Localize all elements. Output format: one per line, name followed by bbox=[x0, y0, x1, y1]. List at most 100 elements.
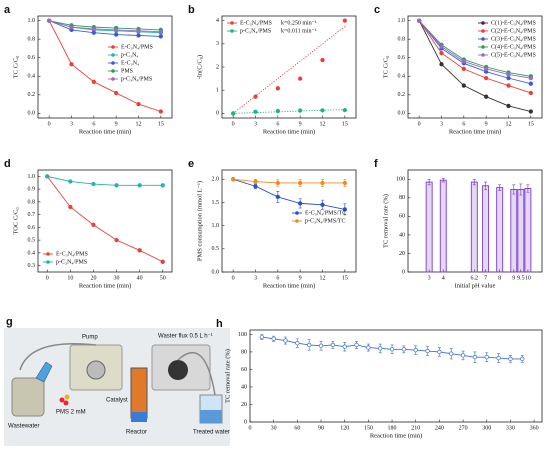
error-bar bbox=[441, 178, 445, 183]
x-tick-label: 15 bbox=[528, 121, 534, 127]
data-point bbox=[136, 101, 141, 107]
error-bar bbox=[498, 184, 502, 191]
y-tick-label: 0.2 bbox=[28, 92, 36, 98]
x-tick-label: 7 bbox=[484, 275, 487, 281]
x-tick-label: 9 bbox=[115, 121, 118, 127]
y-tick-label: 0.0 bbox=[398, 111, 406, 117]
data-point bbox=[378, 346, 383, 351]
x-axis-label: Reaction time (min) bbox=[79, 282, 131, 289]
y-axis-label: TC C/C₀ bbox=[382, 56, 389, 79]
y-tick-label: 0 bbox=[402, 269, 405, 275]
x-tick-label: 3 bbox=[428, 275, 431, 281]
x-tick-label: 9 bbox=[299, 121, 302, 127]
data-point bbox=[439, 50, 444, 56]
y-tick-label: 0.6 bbox=[398, 55, 406, 61]
tubing bbox=[19, 343, 216, 396]
y-tick-label: 80 bbox=[241, 349, 247, 355]
data-point bbox=[460, 353, 466, 358]
data-point bbox=[137, 248, 142, 253]
y-tick-label: 0 bbox=[244, 419, 247, 425]
legend-label: C(3)-E-C₃N₄/PMS bbox=[491, 35, 536, 42]
legend-label: C(5)-E-C₃N₄/PMS bbox=[491, 51, 536, 58]
series-line bbox=[47, 175, 163, 186]
y-tick-label: 0.4 bbox=[398, 74, 406, 80]
data-point bbox=[45, 174, 50, 179]
x-tick-label: 4 bbox=[442, 275, 445, 281]
fit-line bbox=[232, 26, 346, 114]
series-line bbox=[233, 178, 345, 184]
x-tick-label: 300 bbox=[482, 425, 491, 431]
data-point bbox=[158, 109, 163, 114]
x-tick-label: 330 bbox=[506, 425, 515, 431]
y-axis-label: TC removal rate (%) bbox=[382, 194, 389, 248]
legend-label: C(2)-E-C₃N₄/PMS bbox=[491, 27, 536, 34]
y-tick-label: 0.5 bbox=[28, 238, 36, 244]
y-tick-label: 60 bbox=[241, 367, 247, 373]
data-point bbox=[68, 179, 73, 184]
data-point bbox=[253, 184, 258, 189]
data-point bbox=[496, 355, 501, 361]
legend-label: E-C₃N₄/PMS bbox=[121, 44, 153, 50]
x-tick-label: 0 bbox=[418, 121, 421, 127]
data-point bbox=[158, 29, 163, 34]
x-tick-label: 180 bbox=[388, 425, 397, 431]
series-line bbox=[418, 20, 531, 77]
data-point bbox=[160, 183, 165, 188]
data-point bbox=[231, 111, 236, 116]
x-tick-label: 90 bbox=[318, 425, 324, 431]
data-point bbox=[354, 342, 359, 348]
legend-label: p-C₃N₄/PMS bbox=[240, 28, 271, 34]
y-tick-label: 2 bbox=[216, 64, 219, 70]
y-tick-label: 0.8 bbox=[28, 37, 36, 43]
y-tick-label: 0.4 bbox=[28, 74, 36, 80]
data-point bbox=[259, 334, 264, 340]
label-reactor: Reactor bbox=[126, 430, 147, 436]
bar bbox=[524, 188, 532, 273]
data-point bbox=[413, 348, 418, 353]
data-point bbox=[506, 72, 511, 77]
x-tick-label: 120 bbox=[340, 425, 349, 431]
series-line bbox=[418, 20, 531, 94]
data-point bbox=[461, 59, 466, 64]
data-point bbox=[114, 183, 119, 188]
data-point bbox=[320, 57, 325, 63]
x-tick-label: 30 bbox=[114, 275, 120, 281]
label-catalyst: Catalyst bbox=[106, 398, 128, 404]
x-tick-label: 12 bbox=[320, 121, 326, 127]
bar bbox=[517, 189, 525, 273]
data-point bbox=[114, 32, 119, 37]
panel: c 0 3 6 9 12 15 0.0 0.2 0.4 0.6 0.8 1.0 Reaction time… bbox=[374, 4, 543, 135]
x-tick-label: 3 bbox=[70, 121, 73, 127]
x-tick-label: 15 bbox=[342, 121, 348, 127]
y-tick-label: 100 bbox=[238, 332, 247, 338]
legend-marker bbox=[481, 37, 485, 41]
pump-head bbox=[86, 360, 106, 380]
label-treated: Treated water bbox=[193, 430, 230, 436]
x-tick-label: 40 bbox=[137, 275, 143, 281]
x-tick-label: 15 bbox=[158, 121, 164, 127]
legend-marker bbox=[295, 219, 299, 223]
y-axis-label: -ln(C/C₀) bbox=[196, 55, 203, 79]
data-point bbox=[91, 30, 96, 35]
x-tick-label: 3 bbox=[254, 121, 257, 127]
legend-label: p-C₃N₄/PMS bbox=[121, 76, 152, 82]
x-tick-label: 6 bbox=[276, 121, 279, 127]
y-axis-label: TC C/C₀ bbox=[12, 56, 19, 79]
y-tick-label: 20 bbox=[399, 251, 405, 257]
legend-marker bbox=[481, 29, 485, 33]
plot-frame bbox=[249, 329, 543, 423]
data-point bbox=[506, 75, 511, 81]
data-point bbox=[461, 83, 466, 88]
y-tick-label: 3 bbox=[216, 41, 219, 47]
x-tick-label: 30 bbox=[271, 425, 277, 431]
data-point bbox=[275, 194, 280, 200]
x-tick-label: 50 bbox=[160, 275, 166, 281]
error-bar bbox=[526, 184, 530, 193]
x-tick-label: 12 bbox=[136, 121, 142, 127]
data-point bbox=[91, 79, 96, 84]
label-pms: PMS 2 mM bbox=[56, 410, 86, 416]
data-point bbox=[472, 355, 478, 360]
diagram-g: g Pump Waster flux 0.5 L h⁻¹ Catalyst PM… bbox=[4, 316, 230, 446]
data-point bbox=[508, 356, 513, 362]
data-point bbox=[69, 62, 74, 67]
